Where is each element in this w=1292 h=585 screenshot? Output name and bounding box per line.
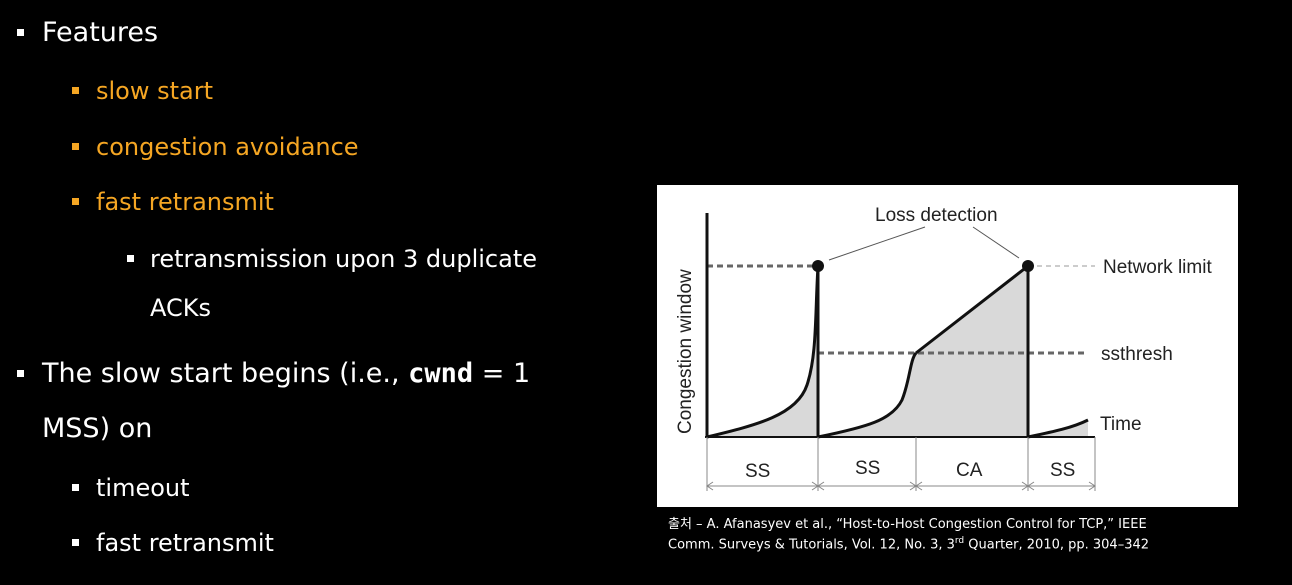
- phase-label-ca: CA: [956, 460, 983, 481]
- bullet-square-icon: [72, 484, 79, 491]
- diagram-svg: Loss detection Network limit ssthresh Ti…: [675, 205, 1212, 491]
- trigger-timeout: timeout: [96, 474, 190, 502]
- citation-line2-suffix: Quarter, 2010, pp. 304–342: [964, 537, 1150, 553]
- citation-line2-prefix: Comm. Surveys & Tutorials, Vol. 12, No. …: [668, 537, 955, 553]
- slow-start-begins-line1: The slow start begins (i.e., cwnd = 1: [42, 358, 530, 389]
- cwnd-curve-ss-2: [817, 352, 918, 439]
- citation: 출처 – A. Afanasyev et al., “Host-to-Host …: [668, 516, 1149, 553]
- y-axis-label: Congestion window: [675, 269, 696, 434]
- time-label: Time: [1100, 414, 1142, 435]
- bullet-square-icon: [72, 539, 79, 546]
- bullet-square-icon: [127, 255, 134, 262]
- cwnd-curve-ca: [915, 264, 1029, 355]
- item-slow-start: slow start: [96, 77, 214, 105]
- bullet-square-icon: [17, 370, 24, 377]
- item-retransmission-line1: retransmission upon 3 duplicate: [150, 245, 538, 273]
- loss-pointer-right: [972, 226, 1020, 259]
- slow-start-begins-prefix: The slow start begins (i.e.,: [42, 358, 409, 389]
- ss-area-1: [707, 266, 818, 437]
- features-heading: Features: [42, 17, 159, 48]
- item-fast-retransmit: fast retransmit: [96, 188, 274, 216]
- ss-area-3: [1028, 420, 1088, 437]
- loss-pointer-left: [828, 226, 926, 261]
- congestion-window-diagram: Loss detection Network limit ssthresh Ti…: [657, 185, 1238, 507]
- slow-start-begins-suffix: = 1: [473, 358, 531, 389]
- phase-label-ss-2: SS: [855, 458, 880, 479]
- bullet-square-icon: [72, 198, 79, 205]
- item-retransmission-line2: ACKs: [150, 294, 211, 322]
- bullet-square-icon: [72, 143, 79, 150]
- citation-line1: 출처 – A. Afanasyev et al., “Host-to-Host …: [668, 517, 1147, 532]
- phase-label-ss-1: SS: [745, 461, 770, 482]
- citation-line2-sup: rd: [954, 536, 965, 546]
- cwnd-curve-ss-3: [1027, 418, 1089, 439]
- cwnd-code: cwnd: [408, 358, 474, 389]
- ssthresh-label: ssthresh: [1101, 344, 1173, 365]
- phase-ticks: [706, 437, 1096, 491]
- loss-point-2: [1022, 260, 1034, 272]
- item-congestion-avoidance: congestion avoidance: [96, 133, 359, 161]
- loss-detection-label: Loss detection: [875, 205, 998, 226]
- loss-point-1: [812, 260, 824, 272]
- slow-start-begins-line2: MSS) on: [42, 413, 153, 444]
- bullet-square-icon: [17, 29, 24, 36]
- phase-label-ss-3: SS: [1050, 460, 1075, 481]
- bullet-square-icon: [72, 87, 79, 94]
- cwnd-curve-ss-1: [706, 265, 820, 439]
- network-limit-label: Network limit: [1103, 257, 1212, 278]
- trigger-fast-retransmit: fast retransmit: [96, 529, 274, 557]
- citation-line2: Comm. Surveys & Tutorials, Vol. 12, No. …: [668, 533, 1149, 553]
